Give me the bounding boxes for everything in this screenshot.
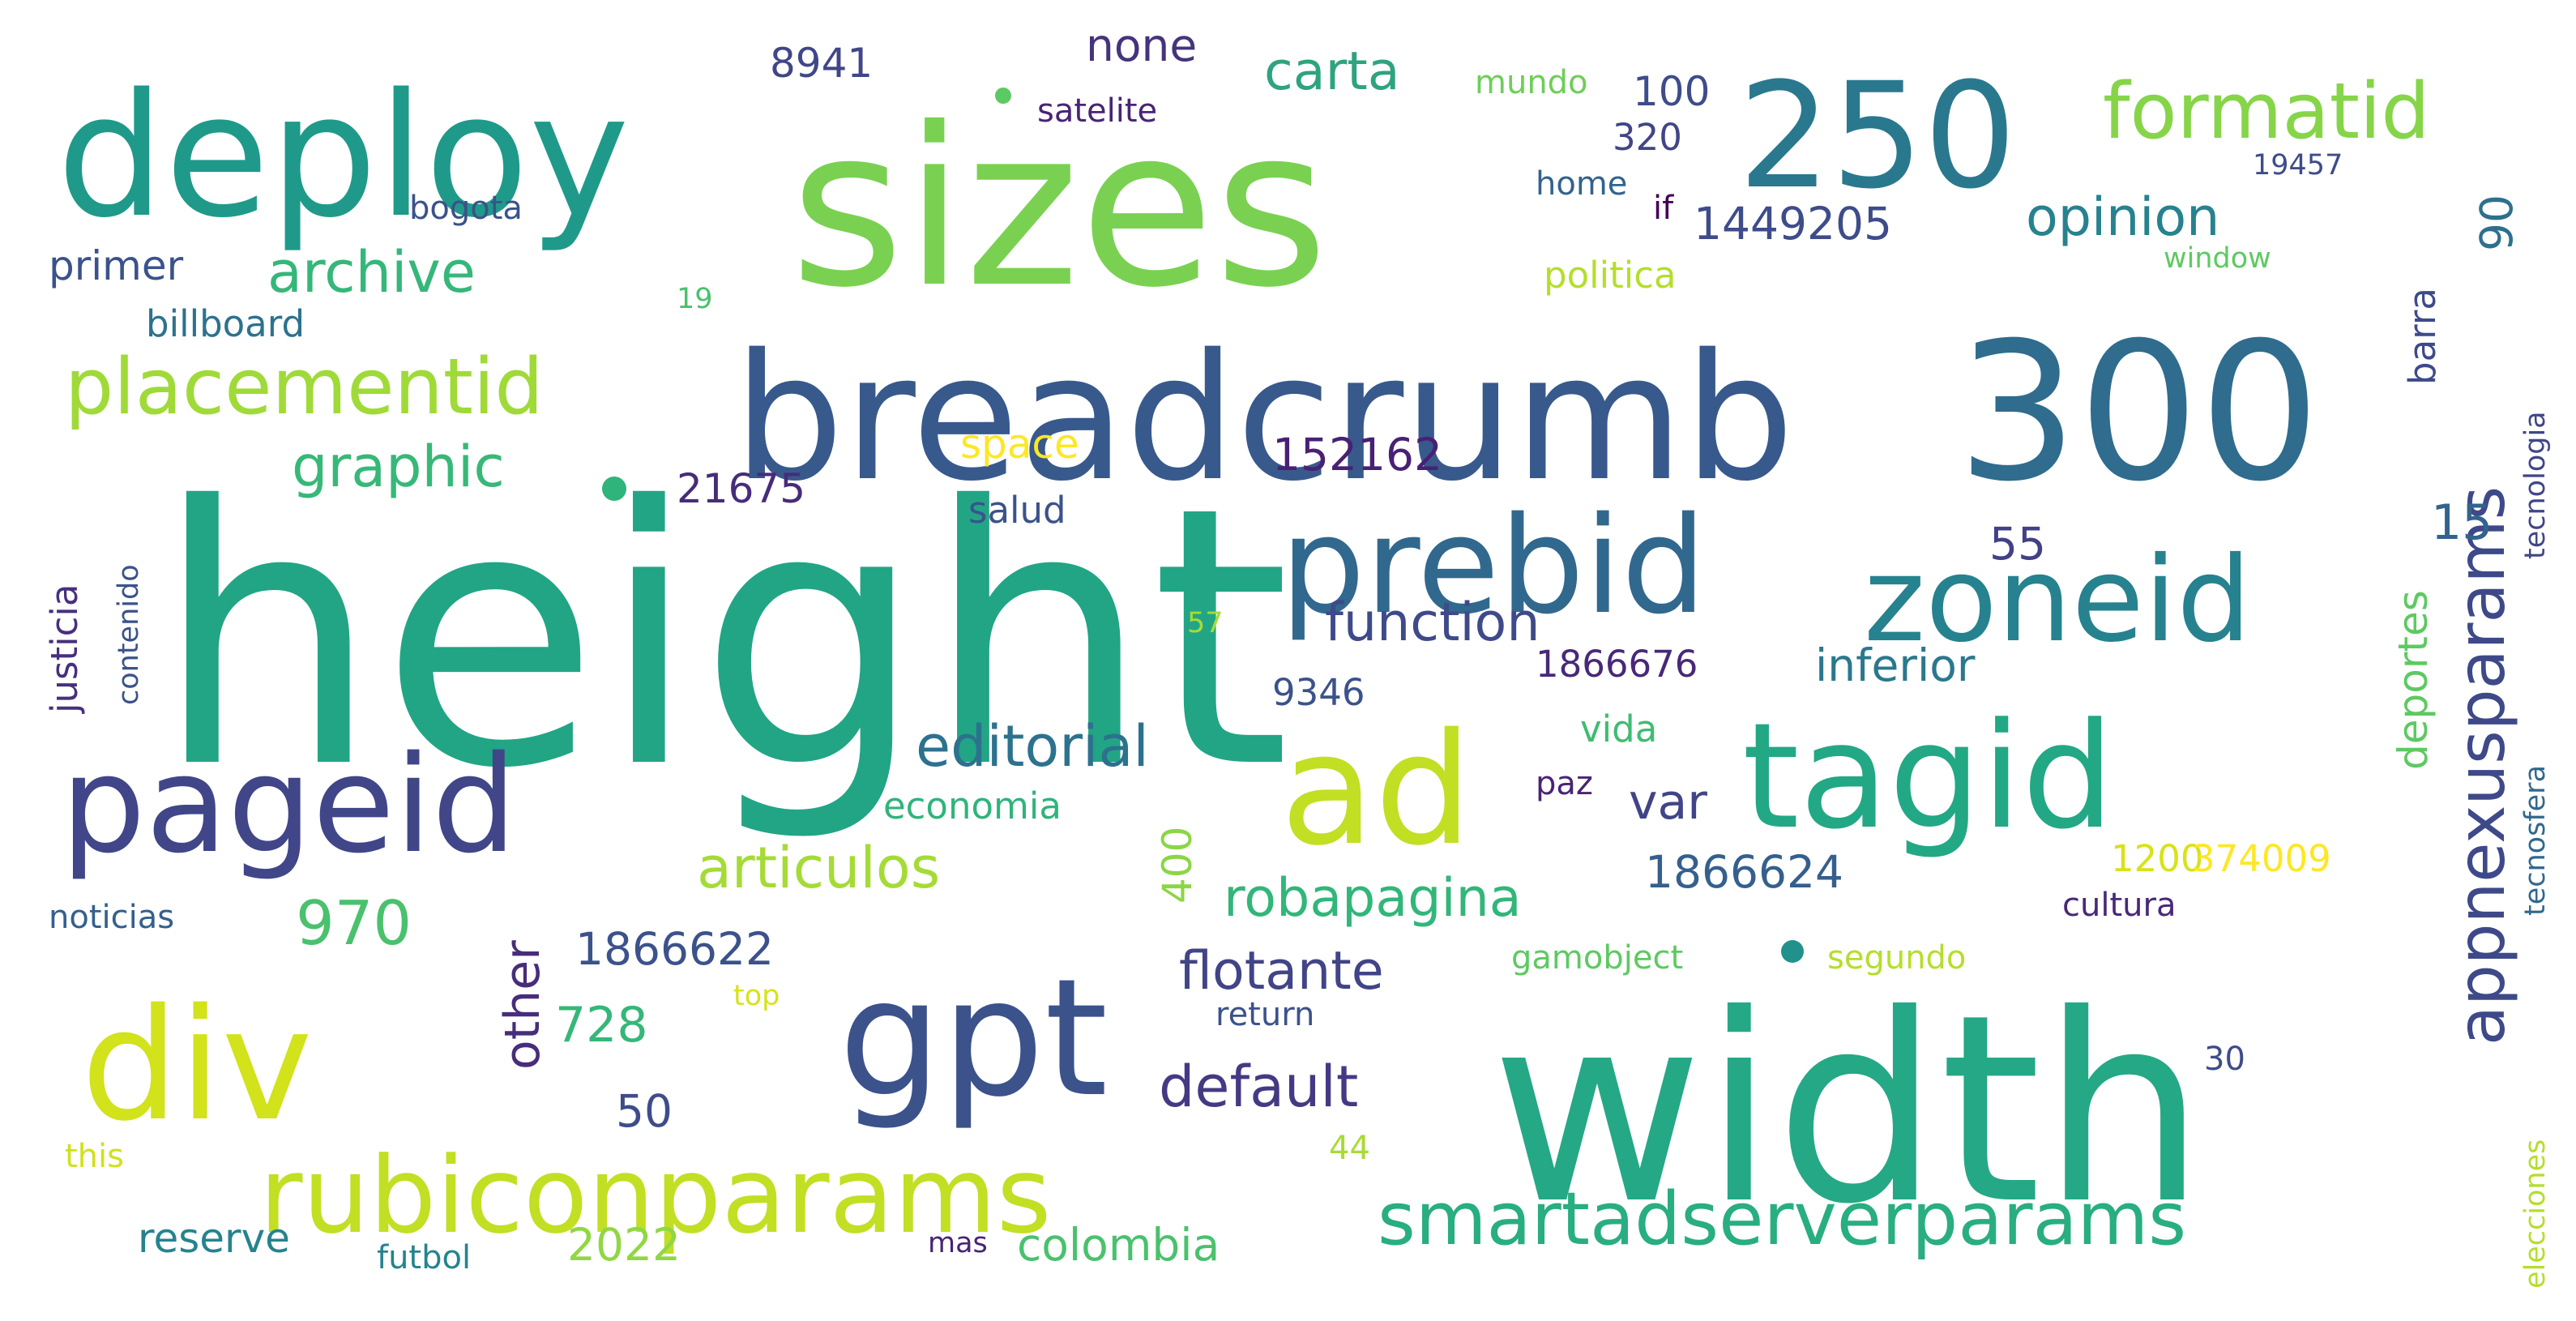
word-ad: ad	[1280, 700, 1472, 879]
word-this: this	[65, 1138, 124, 1175]
word-other: other	[494, 940, 551, 1070]
word-mas: mas	[928, 1227, 988, 1259]
word-mundo: mundo	[1475, 64, 1588, 101]
word-374009: 374009	[2192, 837, 2331, 880]
word-1200: 1200	[2111, 837, 2204, 880]
word-salud: salud	[968, 489, 1066, 532]
word-if: if	[1653, 190, 1674, 227]
word-tecnologia: tecnologia	[2519, 411, 2552, 559]
word-inferior: inferior	[1815, 639, 1976, 691]
word-2022: 2022	[567, 1219, 681, 1271]
word-sizes: sizes	[790, 80, 1328, 336]
word-reserve: reserve	[138, 1215, 290, 1262]
word-vida: vida	[1580, 708, 1657, 750]
word-30: 30	[2204, 1041, 2245, 1078]
word-50: 50	[616, 1085, 673, 1137]
decor-dot	[602, 477, 626, 501]
word-400: 400	[1154, 827, 1201, 904]
word-smartadserverparams: smartadserverparams	[1378, 1177, 2186, 1262]
word-futbol: futbol	[377, 1239, 471, 1276]
word-function: function	[1325, 592, 1540, 653]
word-gpt: gpt	[839, 944, 1108, 1133]
word-barra: barra	[2401, 288, 2444, 385]
word-320: 320	[1613, 116, 1682, 159]
word-deportes: deportes	[2390, 590, 2437, 770]
word-satelite: satelite	[1037, 92, 1157, 130]
word-none: none	[1086, 19, 1197, 71]
word-1866624: 1866624	[1645, 846, 1843, 898]
word-noticias: noticias	[49, 899, 174, 936]
word-appnexusparams: appnexusparams	[2444, 486, 2519, 1045]
word-elecciones: elecciones	[2519, 1139, 2552, 1289]
word-19: 19	[677, 283, 713, 315]
word-segundo: segundo	[1827, 939, 1966, 977]
word-width: width	[1491, 960, 2206, 1261]
word-politica: politica	[1544, 254, 1677, 297]
word-tecnosfera: tecnosfera	[2519, 765, 2552, 916]
word-728: 728	[555, 997, 648, 1054]
word-zoneid: zoneid	[1864, 532, 2251, 669]
word-15: 15	[2431, 494, 2493, 551]
word-55: 55	[1989, 518, 2046, 570]
word-articulos: articulos	[697, 835, 940, 901]
word-breadcrumb: breadcrumb	[733, 316, 1794, 519]
word-pageid: pageid	[61, 727, 517, 883]
word-primer: primer	[49, 242, 184, 289]
word-div: div	[81, 976, 313, 1155]
word-250: 250	[1738, 52, 2017, 221]
word-90: 90	[2471, 195, 2523, 251]
word-8941: 8941	[770, 40, 873, 87]
word-19457: 19457	[2253, 149, 2343, 182]
word-home: home	[1536, 165, 1627, 203]
word-flotante: flotante	[1179, 941, 1384, 1002]
word-152162: 152162	[1272, 429, 1442, 481]
word-height: height	[154, 431, 1291, 846]
word-graphic: graphic	[292, 434, 505, 500]
word-contenido: contenido	[113, 564, 145, 705]
word-window: window	[2164, 242, 2271, 275]
word-archive: archive	[267, 239, 476, 306]
decor-dot	[995, 88, 1011, 104]
decor-dot	[1781, 940, 1804, 963]
word-editorial: editorial	[916, 713, 1149, 780]
word-9346: 9346	[1272, 671, 1365, 714]
word-300: 300	[1957, 302, 2321, 524]
word-var: var	[1629, 774, 1707, 831]
word-44: 44	[1329, 1130, 1370, 1167]
word-57: 57	[1187, 607, 1224, 639]
word-justicia: justicia	[43, 584, 86, 714]
word-economia: economia	[883, 784, 1062, 827]
word-100: 100	[1633, 68, 1710, 115]
word-return: return	[1215, 996, 1314, 1033]
word-bogota: bogota	[409, 190, 523, 227]
word-970: 970	[296, 887, 412, 959]
word-1449205: 1449205	[1694, 198, 1892, 250]
word-top: top	[733, 980, 780, 1012]
word-carta: carta	[1264, 41, 1400, 102]
word-gamobject: gamobject	[1511, 939, 1683, 977]
word-deploy: deploy	[57, 57, 630, 255]
word-opinion: opinion	[2026, 187, 2219, 248]
word-formatid: formatid	[2103, 67, 2430, 156]
word-paz: paz	[1536, 765, 1593, 802]
word-21675: 21675	[677, 465, 805, 512]
word-rubiconparams: rubiconparams	[259, 1134, 1052, 1257]
word-default: default	[1159, 1054, 1358, 1120]
word-1866622: 1866622	[575, 923, 774, 975]
word-robapagina: robapagina	[1224, 868, 1522, 929]
word-tagid: tagid	[1742, 692, 2114, 861]
word-billboard: billboard	[146, 302, 305, 345]
word-space: space	[960, 421, 1079, 468]
word-colombia: colombia	[1017, 1219, 1220, 1271]
word-prebid: prebid	[1280, 488, 1707, 643]
word-placementid: placementid	[65, 343, 544, 432]
word-1866676: 1866676	[1536, 643, 1698, 686]
word-cultura: cultura	[2062, 887, 2176, 924]
